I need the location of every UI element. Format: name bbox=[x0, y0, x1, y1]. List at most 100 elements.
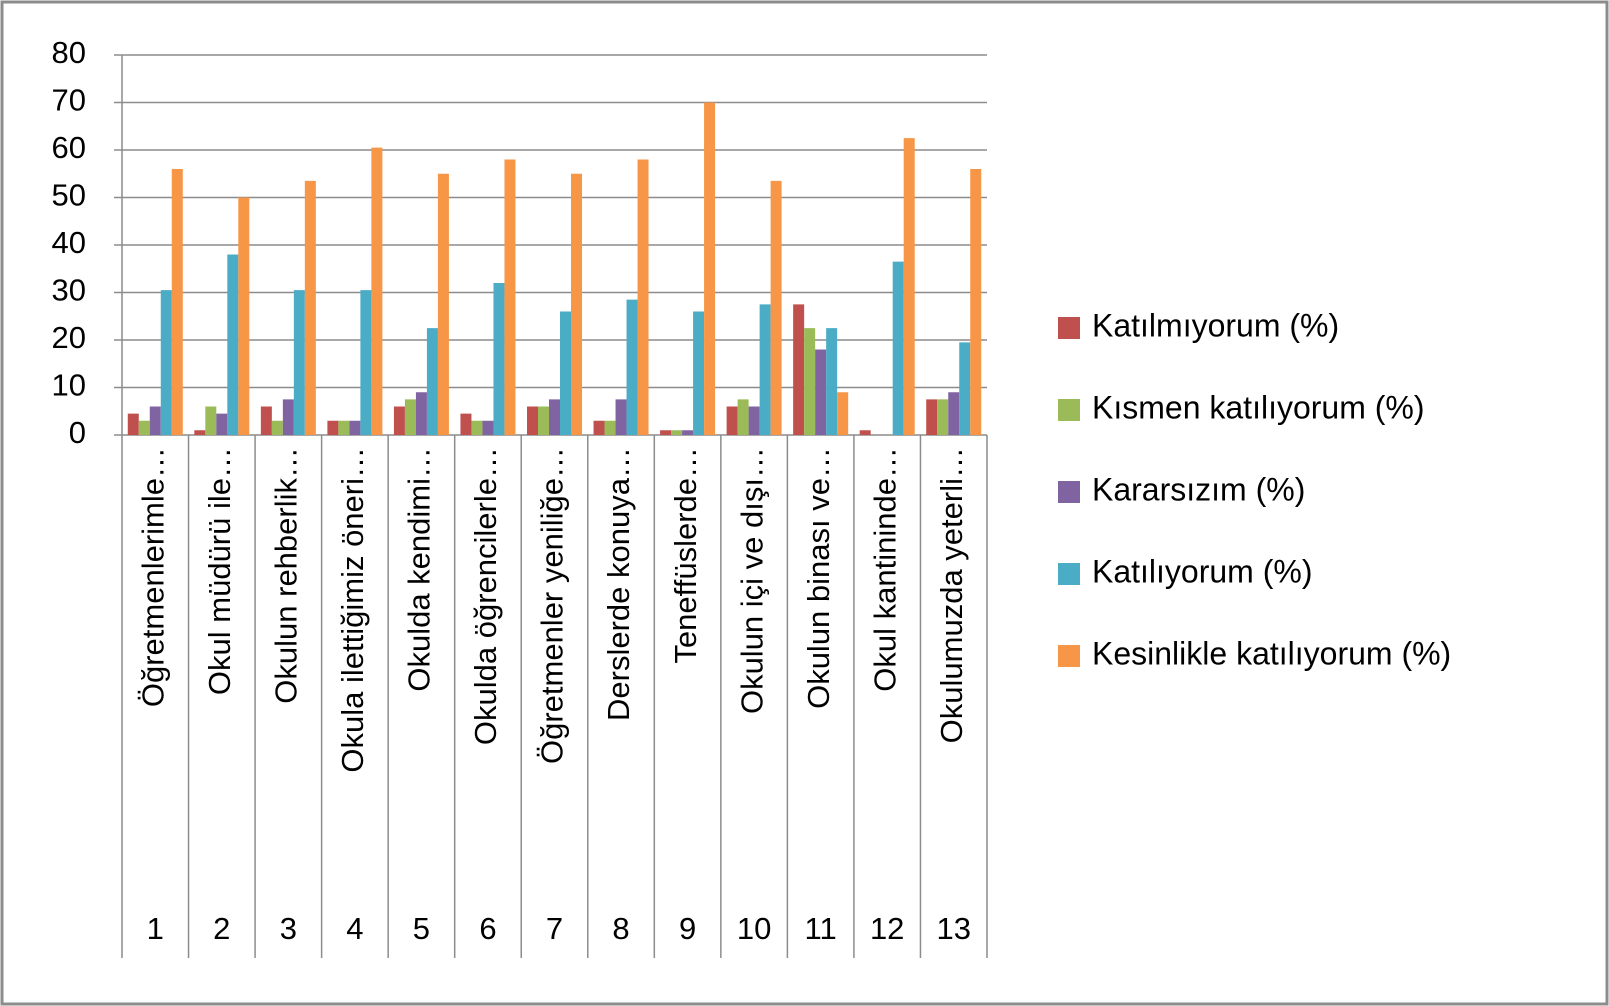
bar bbox=[360, 290, 372, 435]
bar bbox=[759, 304, 771, 435]
x-tick-label: Okul kantininde… bbox=[867, 447, 902, 692]
bar bbox=[970, 169, 982, 435]
bar bbox=[471, 420, 483, 435]
x-tick-label: Okula ilettiğimiz öneri… bbox=[335, 447, 370, 773]
x-tick-label: Derslerde konuya… bbox=[601, 447, 636, 721]
bar bbox=[903, 138, 915, 435]
bar bbox=[349, 420, 361, 435]
bar bbox=[793, 304, 805, 435]
legend-label: Kararsızım (%) bbox=[1092, 471, 1305, 507]
x-tick-label: Öğretmenler yeniliğe… bbox=[535, 447, 570, 764]
category-number: 8 bbox=[612, 911, 629, 946]
bar bbox=[948, 392, 960, 435]
bar bbox=[815, 349, 827, 435]
legend-swatch bbox=[1058, 399, 1080, 421]
bar bbox=[393, 406, 405, 435]
bar bbox=[604, 420, 616, 435]
category-number: 10 bbox=[737, 911, 771, 946]
bar bbox=[260, 406, 272, 435]
bar bbox=[538, 406, 549, 435]
bar bbox=[726, 406, 738, 435]
bar bbox=[527, 406, 538, 435]
bar bbox=[959, 342, 971, 435]
bar bbox=[748, 406, 760, 435]
x-tick-label: Teneffüslerde… bbox=[668, 447, 703, 664]
legend-swatch bbox=[1058, 317, 1080, 339]
bar bbox=[926, 399, 938, 435]
bar bbox=[693, 311, 705, 435]
category-number: 9 bbox=[679, 911, 696, 946]
bar bbox=[837, 392, 849, 435]
y-tick-label: 60 bbox=[52, 130, 86, 165]
y-tick-label: 40 bbox=[52, 225, 86, 260]
bar bbox=[205, 406, 217, 435]
bar bbox=[504, 159, 516, 435]
y-tick-label: 50 bbox=[52, 178, 86, 213]
legend-swatch bbox=[1058, 481, 1080, 503]
bar bbox=[615, 399, 627, 435]
bar bbox=[770, 180, 782, 435]
y-tick-label: 80 bbox=[52, 35, 86, 70]
bar bbox=[737, 399, 749, 435]
bar bbox=[549, 399, 560, 435]
category-number: 1 bbox=[147, 911, 164, 946]
x-tick-label: Okulun içi ve dışı… bbox=[734, 447, 769, 714]
category-number: 5 bbox=[413, 911, 430, 946]
x-tick-label: Okulun rehberlik… bbox=[269, 447, 304, 704]
bar bbox=[660, 430, 672, 435]
bar bbox=[327, 420, 339, 435]
bar bbox=[371, 147, 383, 435]
bar bbox=[671, 430, 683, 435]
y-tick-label: 30 bbox=[52, 273, 86, 308]
y-tick-label: 0 bbox=[69, 415, 86, 450]
category-number: 6 bbox=[479, 911, 496, 946]
bar bbox=[216, 413, 228, 435]
bar bbox=[826, 328, 838, 435]
category-number: 2 bbox=[213, 911, 230, 946]
legend-label: Kısmen katılıyorum (%) bbox=[1092, 389, 1425, 425]
bar bbox=[682, 430, 694, 435]
category-number: 12 bbox=[870, 911, 904, 946]
legend-swatch bbox=[1058, 563, 1080, 585]
x-tick-label: Okulda kendimi… bbox=[402, 447, 437, 692]
bar bbox=[892, 261, 904, 435]
bar bbox=[460, 413, 472, 435]
bar bbox=[194, 430, 206, 435]
category-number: 7 bbox=[546, 911, 563, 946]
bar bbox=[238, 197, 250, 435]
bar bbox=[804, 328, 816, 435]
bar bbox=[704, 102, 716, 435]
bar bbox=[415, 392, 427, 435]
y-tick-label: 20 bbox=[52, 320, 86, 355]
category-number: 3 bbox=[280, 911, 297, 946]
legend-label: Kesinlikle katılıyorum (%) bbox=[1092, 635, 1451, 671]
y-tick-label: 10 bbox=[52, 368, 86, 403]
bar bbox=[160, 290, 172, 435]
category-number: 13 bbox=[936, 911, 970, 946]
bar bbox=[171, 169, 183, 435]
x-tick-label: Okul müdürü ile… bbox=[202, 447, 237, 695]
bar bbox=[493, 283, 505, 435]
bar bbox=[138, 420, 150, 435]
bar bbox=[338, 420, 350, 435]
bar bbox=[571, 173, 582, 435]
x-tick-label: Öğretmenlerimle… bbox=[135, 447, 170, 707]
bar bbox=[593, 420, 605, 435]
y-tick-label: 70 bbox=[52, 83, 86, 118]
legend-label: Katılmıyorum (%) bbox=[1092, 307, 1339, 343]
bar bbox=[626, 299, 638, 435]
x-tick-label: Okulda öğrencilerle… bbox=[468, 447, 503, 745]
x-tick-label: Okulun binası ve… bbox=[801, 447, 836, 709]
bar bbox=[304, 180, 316, 435]
bar bbox=[127, 413, 139, 435]
bar bbox=[482, 420, 494, 435]
bar bbox=[149, 406, 161, 435]
bar bbox=[859, 430, 871, 435]
category-number: 4 bbox=[346, 911, 363, 946]
bar bbox=[637, 159, 649, 435]
bar bbox=[271, 420, 283, 435]
bar bbox=[404, 399, 416, 435]
x-tick-label: Okulumuzda yeterli… bbox=[934, 447, 969, 743]
